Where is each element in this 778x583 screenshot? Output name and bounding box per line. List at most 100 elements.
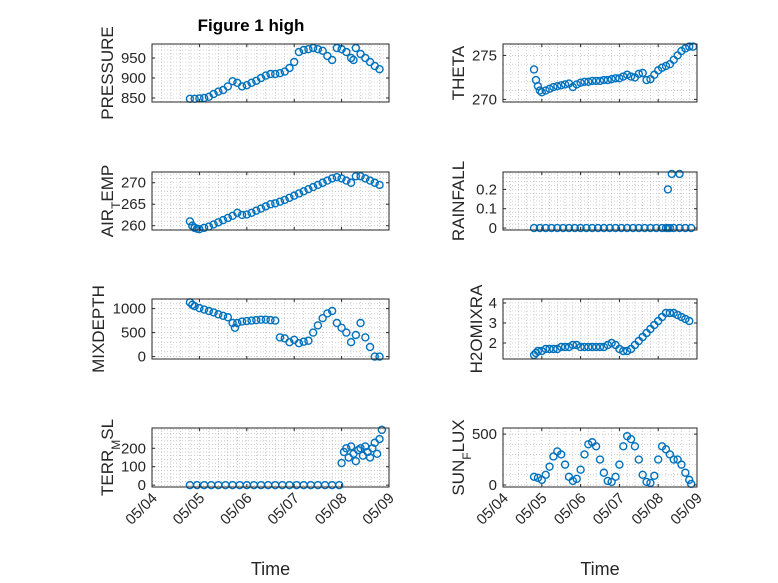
data-point-2-32	[327, 174, 337, 183]
ylabel-1: THETA	[449, 45, 468, 100]
axes-box-4	[151, 298, 390, 360]
data-point-7-19	[603, 476, 612, 486]
data-point-4-18	[261, 315, 270, 324]
data-point-7-13	[580, 450, 589, 459]
ytick-label-0-2: 950	[121, 50, 146, 67]
data-point-3-9	[582, 223, 591, 233]
data-point-1-9	[557, 81, 566, 90]
data-point-3-18	[634, 223, 643, 233]
ytick-label-1-1: 275	[472, 47, 497, 64]
ytick-label-5-2: 4	[489, 295, 497, 312]
data-point-1-27	[626, 72, 636, 81]
data-point-7-16	[591, 442, 601, 451]
data-point-2-17	[256, 204, 266, 213]
data-point-0-16	[261, 71, 270, 80]
ylabel-3: RAINFALL	[449, 161, 468, 241]
data-point-4-35	[342, 328, 351, 337]
data-point-1-15	[580, 77, 589, 86]
ytick-label-6-0: 0	[138, 477, 146, 494]
data-point-6-39	[377, 425, 387, 435]
data-point-1-36	[661, 61, 671, 71]
data-point-4-19	[266, 315, 275, 325]
data-point-2-31	[323, 176, 332, 185]
data-point-4-8	[218, 311, 228, 320]
data-point-1-20	[599, 75, 609, 85]
data-point-5-16	[588, 342, 597, 352]
data-point-1-0	[529, 65, 539, 74]
data-point-2-38	[356, 172, 365, 181]
data-point-4-14	[242, 316, 252, 326]
ylabel-0: PRESSURE	[98, 26, 117, 120]
data-point-1-30	[638, 68, 647, 78]
data-point-4-37	[351, 330, 361, 340]
data-point-4-31	[323, 309, 332, 318]
data-point-4-6	[209, 308, 218, 317]
data-point-4-29	[313, 321, 323, 330]
data-point-0-33	[342, 47, 351, 57]
data-point-2-41	[370, 178, 379, 187]
data-point-2-21	[275, 197, 285, 206]
data-point-2-19	[266, 200, 275, 209]
data-point-4-25	[294, 338, 304, 348]
data-point-7-40	[685, 475, 694, 485]
data-point-4-5	[204, 306, 214, 316]
ytick-label-7-1: 500	[472, 426, 497, 443]
axes-background-7	[503, 428, 697, 487]
data-point-4-40	[365, 342, 375, 352]
ylabel-7: SUNFLUX	[449, 419, 474, 495]
data-point-0-15	[256, 73, 266, 83]
axes-box-0	[151, 43, 390, 103]
data-point-3-20	[646, 223, 655, 233]
data-point-2-15	[247, 208, 256, 218]
ytick-label-2-2: 270	[121, 175, 146, 192]
subplot-4: 0 500 1000 MIXDEPTH	[89, 285, 390, 373]
data-point-4-3	[195, 303, 204, 313]
data-point-1-7	[549, 82, 558, 92]
data-point-1-17	[588, 76, 597, 86]
data-point-0-41	[375, 64, 384, 74]
data-point-4-9	[223, 313, 233, 322]
data-point-1-16	[584, 77, 593, 86]
data-point-7-26	[630, 442, 640, 451]
axes-box-5	[502, 298, 698, 360]
data-point-2-33	[332, 172, 342, 182]
data-point-0-11	[237, 82, 247, 91]
data-point-1-21	[603, 75, 612, 85]
data-point-2-40	[365, 176, 375, 185]
data-point-0-27	[313, 45, 323, 54]
data-point-1-26	[622, 70, 632, 79]
data-point-5-9	[560, 342, 570, 352]
data-point-3-32	[675, 169, 684, 179]
data-point-0-35	[349, 55, 358, 65]
data-point-1-24	[615, 74, 624, 83]
data-point-5-11	[568, 340, 578, 350]
data-point-1-19	[595, 76, 605, 86]
xlabel-6: Time	[251, 559, 290, 579]
data-point-7-17	[595, 455, 605, 464]
data-point-4-15	[247, 316, 256, 325]
data-point-7-27	[634, 455, 643, 464]
data-point-7-0	[529, 472, 539, 482]
data-point-2-12	[233, 208, 242, 218]
data-point-6-22	[337, 458, 346, 468]
ytick-label-0-0: 850	[121, 90, 146, 107]
ytick-label-6-2: 200	[121, 440, 146, 457]
axes-box-6	[151, 427, 390, 488]
ytick-label-2-1: 265	[121, 196, 146, 213]
data-point-5-8	[557, 342, 566, 352]
data-point-3-3	[547, 223, 556, 233]
data-point-2-7	[209, 220, 218, 229]
data-point-4-32	[327, 306, 337, 316]
data-point-5-18	[595, 342, 605, 352]
data-point-1-42	[685, 42, 694, 51]
ytick-label-4-1: 500	[121, 325, 146, 342]
data-point-2-26	[299, 187, 308, 196]
data-point-7-18	[599, 468, 609, 477]
data-point-1-2	[533, 81, 543, 91]
data-point-4-39	[361, 333, 370, 342]
data-point-5-5	[545, 344, 554, 354]
data-point-3-7	[570, 223, 579, 233]
data-point-7-8	[560, 460, 570, 469]
data-point-1-22	[607, 74, 616, 84]
